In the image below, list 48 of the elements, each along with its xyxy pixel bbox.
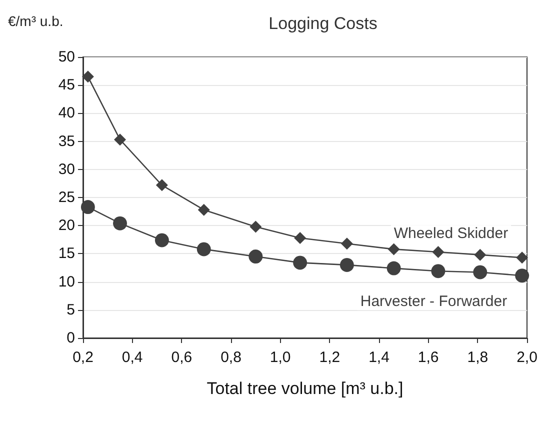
point	[198, 204, 210, 216]
x-tick-label: 0,8	[220, 349, 242, 366]
point	[474, 248, 486, 261]
x-tick-label: 1,2	[319, 349, 340, 366]
y-tick-label: 45	[58, 76, 75, 94]
point	[156, 179, 168, 192]
point	[431, 264, 446, 278]
point	[80, 200, 95, 214]
point	[154, 233, 169, 248]
x-tick-label: 1,4	[368, 349, 390, 366]
x-tick-label: 0,4	[122, 349, 143, 366]
point	[293, 256, 308, 270]
point	[516, 252, 528, 264]
point	[515, 268, 530, 283]
x-tick-label: 1,6	[418, 349, 439, 366]
y-tick-label: 30	[58, 160, 75, 178]
point	[473, 265, 488, 280]
series-label: Wheeled Skidder	[394, 225, 508, 242]
y-tick-label: 0	[66, 330, 75, 346]
point	[340, 258, 354, 272]
point	[432, 246, 444, 258]
point	[250, 220, 262, 233]
chart-title: Logging Costs	[268, 14, 378, 33]
y-tick-label: 15	[58, 245, 75, 262]
y-tick-label: 5	[66, 301, 75, 318]
y-tick-label: 25	[58, 189, 75, 206]
y-tick-label: 20	[58, 217, 75, 234]
point	[294, 232, 306, 244]
point	[340, 238, 353, 250]
x-tick-label: 2,0	[516, 349, 538, 366]
point	[386, 261, 401, 276]
x-tick-label: 0,2	[72, 349, 94, 366]
x-axis-title: Total tree volume [m³ u.b.]	[206, 379, 404, 398]
y-tick-label: 10	[58, 273, 75, 290]
point	[114, 134, 126, 146]
point	[388, 243, 400, 256]
point	[248, 250, 263, 264]
x-tick-label: 1,0	[270, 349, 291, 366]
y-tick-label: 40	[58, 104, 75, 122]
point	[113, 216, 127, 230]
x-tick-label: 0,6	[171, 349, 192, 366]
series-label: Harvester - Forwarder	[360, 293, 508, 310]
y-axis-title: €/m³ u.b.	[8, 13, 64, 29]
point	[196, 242, 211, 256]
y-tick-label: 50	[58, 48, 75, 66]
point	[82, 70, 94, 83]
y-tick-label: 35	[58, 132, 75, 150]
x-tick-label: 1,8	[467, 349, 488, 366]
